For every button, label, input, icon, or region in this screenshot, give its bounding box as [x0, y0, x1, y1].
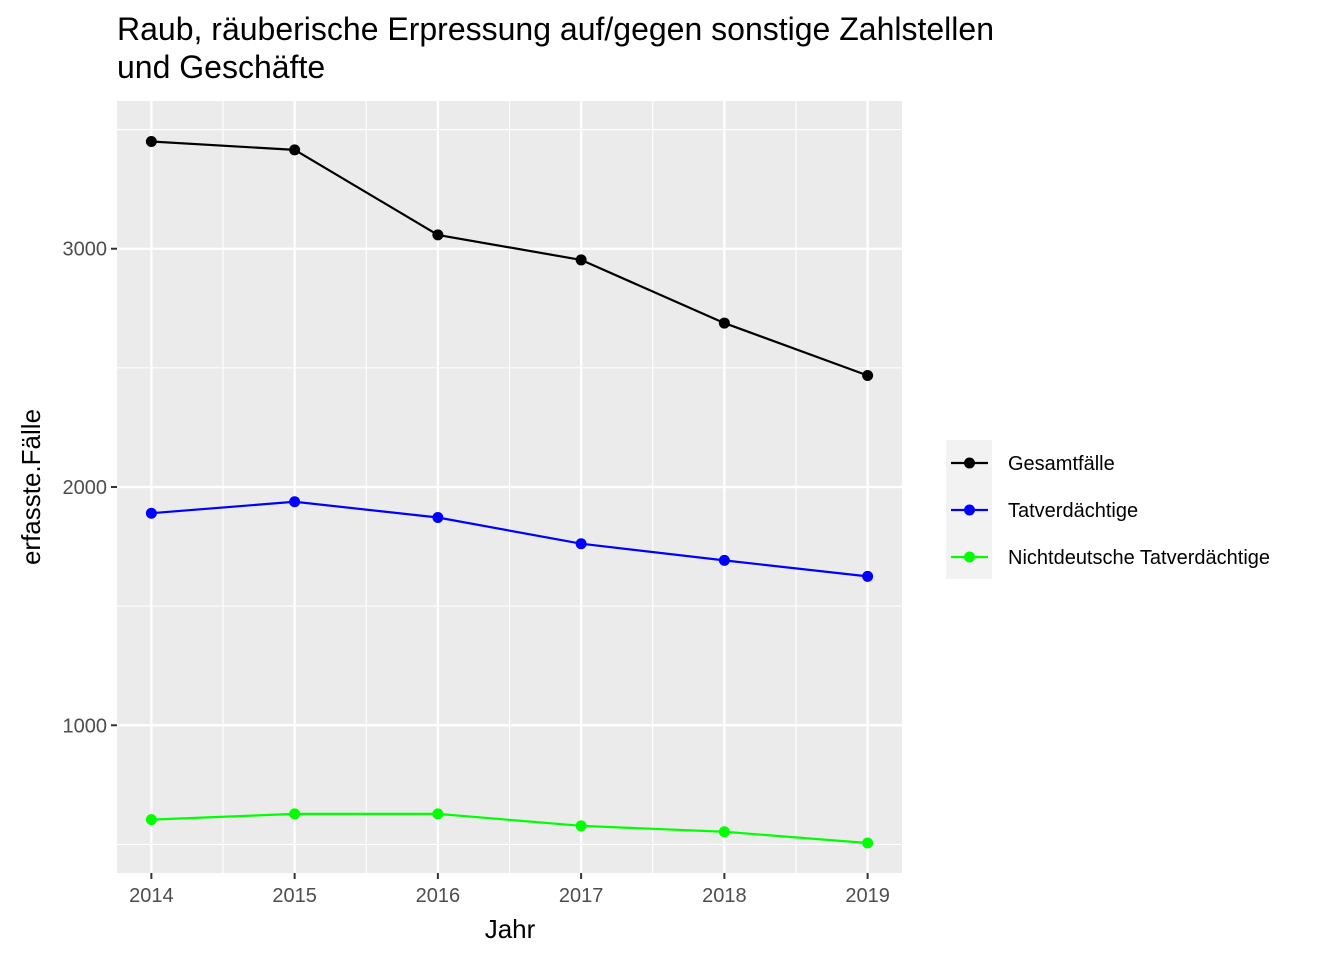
data-point: [575, 254, 587, 266]
data-point: [718, 317, 730, 329]
data-point: [289, 144, 301, 156]
y-tick-label: 1000: [63, 715, 108, 737]
x-axis-title: Jahr: [485, 914, 536, 944]
series-layer: [145, 136, 874, 849]
data-point: [862, 837, 874, 849]
legend-label: Tatverdächtige: [1008, 500, 1138, 522]
legend-key-point: [964, 551, 975, 563]
data-point: [718, 826, 730, 838]
data-point: [432, 229, 444, 241]
data-point: [575, 538, 587, 550]
legend-key-point: [964, 504, 975, 516]
data-point: [145, 507, 157, 519]
x-tick-label: 2015: [272, 885, 317, 907]
x-tick-label: 2019: [845, 885, 890, 907]
data-point: [432, 511, 444, 523]
x-axis: 2014 2015 2016 2017 2018 2019: [129, 873, 890, 907]
data-point: [862, 570, 874, 582]
legend: Gesamtfälle Tatverdächtige Nichtdeutsche T…: [946, 440, 1270, 579]
y-tick-label: 3000: [63, 239, 108, 261]
data-point: [862, 369, 874, 381]
data-point: [432, 808, 444, 820]
x-tick-label: 2016: [416, 885, 461, 907]
data-point: [289, 808, 301, 820]
legend-label: Gesamtfälle: [1008, 453, 1115, 475]
series-line-2: [151, 500, 868, 578]
y-axis-title: erfasste.Fälle: [16, 409, 46, 565]
series-line-1: [151, 140, 868, 377]
legend-label: Nichtdeutsche Tatverdächtige: [1008, 547, 1270, 569]
major-gridlines: [117, 101, 902, 873]
series-line-3: [151, 812, 868, 845]
chart-title-line-2: und Geschäfte: [117, 49, 325, 85]
data-point: [145, 814, 157, 826]
y-tick-label: 2000: [63, 477, 108, 499]
chart-title-line-1: Raub, räuberische Erpressung auf/gegen s…: [117, 11, 994, 47]
data-point: [575, 820, 587, 832]
data-point: [145, 136, 157, 148]
y-axis: 1000 2000 3000: [63, 239, 117, 737]
x-tick-label: 2017: [559, 885, 604, 907]
legend-key-point: [964, 457, 975, 469]
data-point: [289, 496, 301, 508]
x-tick-label: 2018: [702, 885, 747, 907]
data-point: [718, 554, 730, 566]
x-tick-label: 2014: [129, 885, 174, 907]
